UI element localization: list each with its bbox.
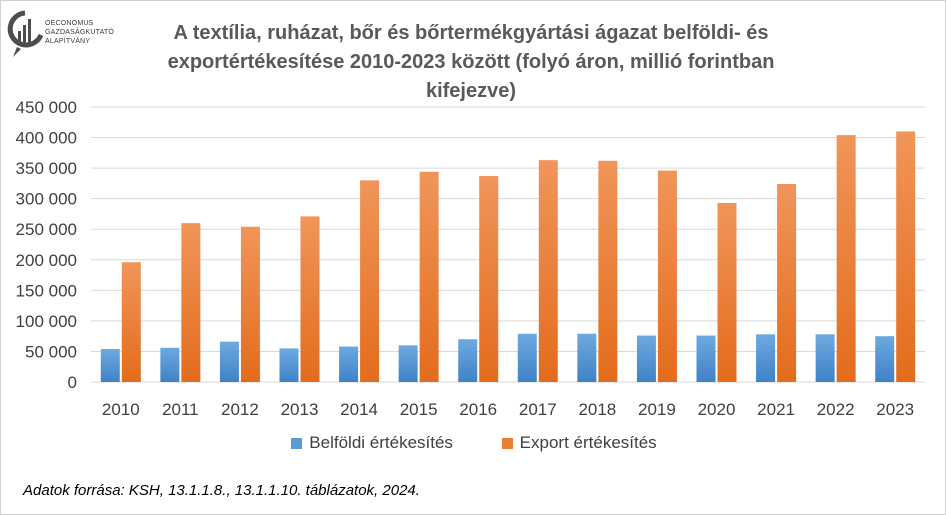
x-tick-label: 2014	[340, 400, 378, 419]
y-tick-label: 450 000	[16, 98, 77, 117]
legend: Belföldi értékesítés Export értékesítés	[1, 433, 946, 454]
bar-belfoldi	[219, 341, 239, 382]
bar-export	[598, 160, 618, 382]
bar-belfoldi	[636, 335, 656, 382]
logo-line: ALAPÍTVÁNY	[45, 38, 91, 45]
bar-export	[240, 226, 260, 382]
y-tick-label: 400 000	[16, 129, 77, 148]
bar-export	[717, 202, 737, 382]
x-tick-label: 2021	[757, 400, 795, 419]
x-tick-label: 2017	[519, 400, 557, 419]
chart-title-line: exportértékesítése 2010-2023 között (fol…	[167, 51, 775, 73]
bar-export	[896, 131, 916, 382]
y-tick-label: 200 000	[16, 251, 77, 270]
bar-belfoldi	[517, 333, 537, 382]
x-tick-label: 2011	[162, 400, 199, 419]
x-tick-label: 2010	[102, 400, 140, 419]
x-tick-label: 2018	[578, 400, 616, 419]
logo-text: OECONOMUS GAZDASÁGKUTATÓ ALAPÍTVÁNY	[45, 19, 114, 46]
x-tick-label: 2015	[400, 400, 438, 419]
oeconomus-logo: OECONOMUS GAZDASÁGKUTATÓ ALAPÍTVÁNY	[7, 9, 157, 65]
bar-export	[419, 171, 439, 382]
bar-belfoldi	[458, 339, 478, 382]
legend-label: Belföldi értékesítés	[309, 433, 453, 452]
bar-belfoldi	[279, 348, 299, 382]
bar-belfoldi	[815, 334, 835, 382]
y-tick-label: 300 000	[16, 190, 77, 209]
legend-item-export: Export értékesítés	[501, 433, 657, 453]
y-tick-label: 0	[68, 373, 77, 392]
x-tick-label: 2022	[817, 400, 855, 419]
bar-belfoldi	[100, 349, 120, 382]
bar-export	[360, 180, 380, 382]
x-tick-label: 2023	[876, 400, 914, 419]
logo-mark-icon	[7, 10, 44, 57]
logo-line: OECONOMUS	[45, 20, 94, 27]
bar-export	[300, 216, 320, 382]
bar-belfoldi	[398, 345, 418, 382]
x-tick-label: 2019	[638, 400, 676, 419]
y-tick-label: 350 000	[16, 159, 77, 178]
bar-export	[657, 170, 677, 382]
legend-swatch-orange	[501, 437, 513, 449]
legend-swatch-blue	[291, 437, 303, 449]
chart-title: A textília, ruházat, bőr és bőrtermékgyá…	[141, 19, 801, 106]
chart-title-line: A textília, ruházat, bőr és bőrtermékgyá…	[173, 22, 769, 44]
bar-export	[538, 160, 558, 382]
legend-item-belfoldi: Belföldi értékesítés	[291, 433, 453, 453]
chart-title-line: kifejezve)	[425, 80, 517, 102]
legend-label: Export értékesítés	[519, 433, 657, 452]
x-tick-label: 2020	[698, 400, 736, 419]
y-tick-label: 250 000	[16, 220, 77, 239]
y-tick-label: 100 000	[16, 312, 77, 331]
bar-belfoldi	[875, 336, 895, 382]
y-tick-label: 150 000	[16, 281, 77, 300]
logo-line: GAZDASÁGKUTATÓ	[45, 29, 115, 36]
bar-belfoldi	[756, 334, 776, 382]
bar-belfoldi	[339, 346, 359, 382]
bar-export	[836, 135, 856, 382]
bar-export	[777, 184, 797, 382]
bar-export	[479, 176, 499, 382]
bar-export	[181, 223, 201, 382]
bar-belfoldi	[160, 347, 180, 382]
bar-belfoldi	[577, 333, 597, 382]
source-note: Adatok forrása: KSH, 13.1.1.8., 13.1.1.1…	[23, 482, 420, 499]
x-tick-label: 2012	[221, 400, 259, 419]
y-tick-label: 50 000	[25, 342, 77, 361]
bar-belfoldi	[696, 335, 716, 382]
bar-export	[121, 262, 141, 382]
bar-chart: 0 50 000 100 000 150 000 200 000 250 000 300 0…	[16, 98, 925, 419]
x-tick-label: 2016	[459, 400, 497, 419]
x-tick-label: 2013	[281, 400, 319, 419]
